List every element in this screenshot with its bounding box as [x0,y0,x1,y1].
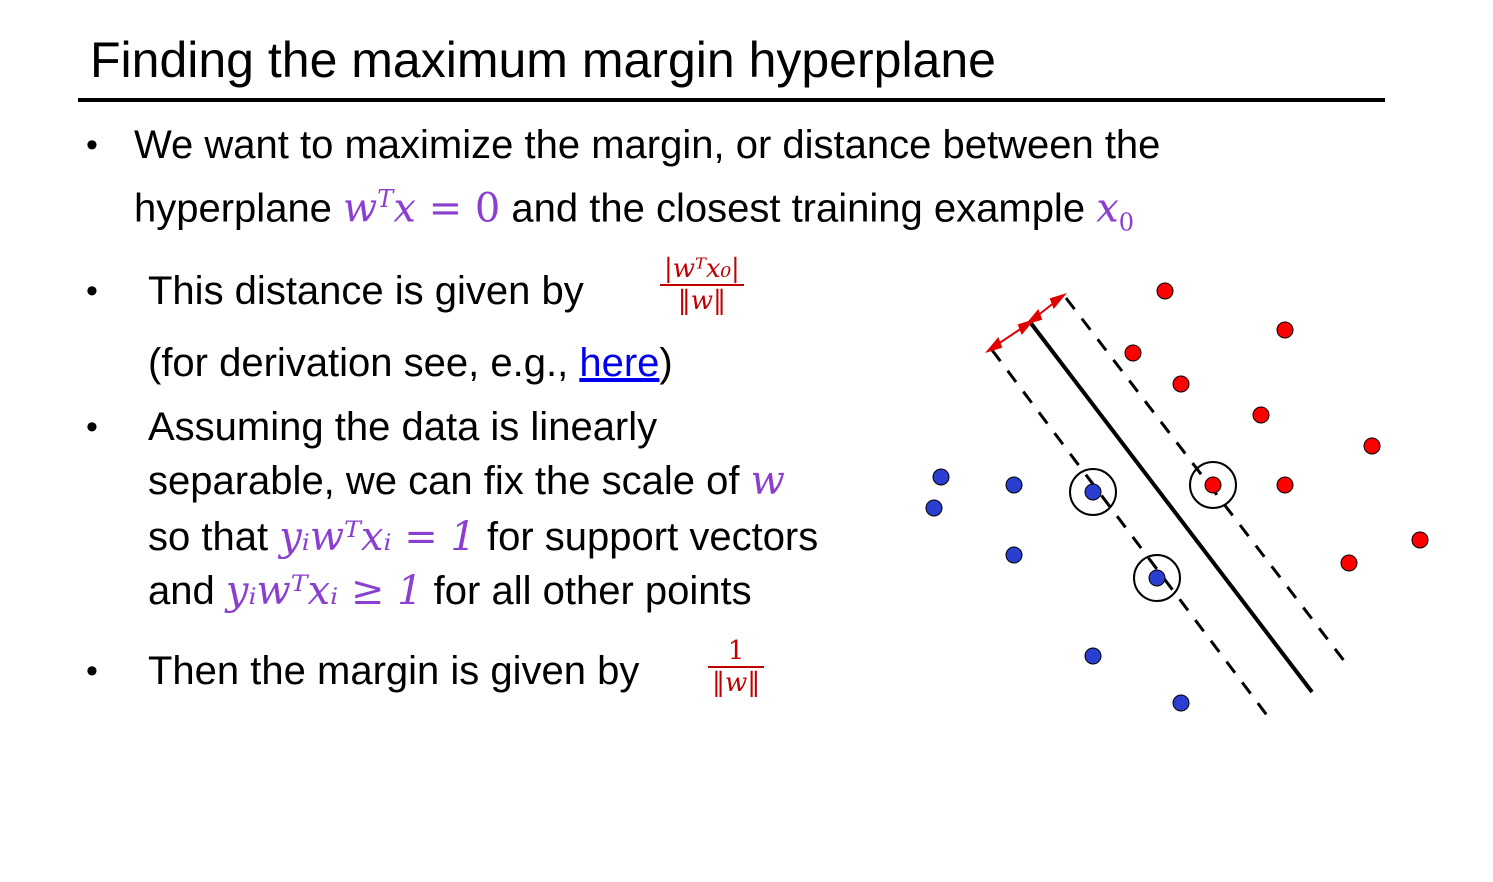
math-subscript-0: 0 [1118,208,1135,237]
bullet-4-text-a: Then the margin is given by [148,649,640,693]
bullet-2-text-c: ) [659,341,673,385]
margin-arrow-upper [1025,293,1067,325]
positive-point [1156,282,1174,300]
negative-point [1005,476,1023,494]
support-vector-ring [1189,461,1237,509]
positive-point [1340,554,1358,572]
support-vector-ring [1133,554,1181,602]
negative-point [1148,569,1166,587]
bullet-2-text-b: (for derivation see, e.g., [148,341,580,385]
negative-points [925,468,1190,712]
margin-fraction-numerator: 1 [708,636,765,668]
math-w: w [343,185,378,232]
bullet-3-text-3b: for support vectors [475,515,819,559]
math-x0: x [1096,185,1119,232]
bullet-3-text-3a: so that [148,515,280,559]
page-title: Finding the maximum margin hyperplane [90,32,996,88]
bullet-3-line-3: so that yᵢwᵀxᵢ = 1 for support vectors [148,510,818,564]
math-w-scale: w [750,458,785,504]
distance-fraction-numerator: |wᵀx₀| [660,254,744,286]
bullet-2-line-1: This distance is given by [148,264,584,318]
positive-point [1276,476,1294,494]
math-other-inequality: yᵢwᵀxᵢ ≥ 1 [225,568,423,614]
title-divider [78,98,1385,102]
math-support-equality: yᵢwᵀxᵢ = 1 [279,514,476,560]
bullet-4-line-1: Then the margin is given by [148,644,639,698]
positive-points [1124,282,1429,572]
positive-point [1363,437,1381,455]
bullet-1-line-1: We want to maximize the margin, or dista… [134,123,1161,167]
math-eq-zero: = 0 [415,185,501,232]
bullet-1-text-b: and the closest training example [500,186,1097,231]
positive-point [1172,375,1190,393]
margin-arrow-lower [985,319,1035,353]
distance-fraction-denominator: ‖w‖ [677,286,727,316]
bullet-4-marker: • [86,652,98,690]
negative-point [1084,483,1102,501]
hyperplane-line [1028,320,1314,694]
margin-line-upper [1064,297,1347,663]
positive-point [1411,531,1429,549]
margin-fraction-denominator: ‖w‖ [712,668,761,698]
margin-fraction: 1 ‖w‖ [708,636,765,698]
distance-fraction: |wᵀx₀| ‖w‖ [660,254,744,316]
bullet-3-text-4a: and [148,569,226,613]
bullet-1-line-2: hyperplane wTx = 0 and the closest train… [134,172,1134,249]
bullet-3-line-2: separable, we can fix the scale of w [148,454,785,508]
bullet-2-marker: • [86,272,98,310]
positive-point [1124,344,1142,362]
support-vector-ring [1069,468,1117,516]
bullet-3-text-4b: for all other points [422,569,752,613]
positive-point [1276,321,1294,339]
negative-point [1172,694,1190,712]
positive-point [1204,476,1222,494]
bullet-3-marker: • [86,408,98,446]
bullet-1-marker: • [86,126,98,164]
bullet-3-text-2a: separable, we can fix the scale of [148,459,751,503]
bullet-3-line-4: and yᵢwᵀxᵢ ≥ 1 for all other points [148,564,752,618]
here-link[interactable]: here [579,341,660,385]
negative-point [925,499,943,517]
margin-line-lower [990,349,1274,723]
positive-point [1252,406,1270,424]
bullet-2-text-a: This distance is given by [148,269,584,313]
negative-point [1005,546,1023,564]
negative-point [932,468,950,486]
negative-point [1084,647,1102,665]
math-T: T [377,185,394,213]
bullet-1-text-a: hyperplane [134,186,344,231]
bullet-3-line-1: Assuming the data is linearly [148,405,658,449]
bullet-2-line-2: (for derivation see, e.g., here) [148,336,673,390]
math-x: x [393,185,416,232]
